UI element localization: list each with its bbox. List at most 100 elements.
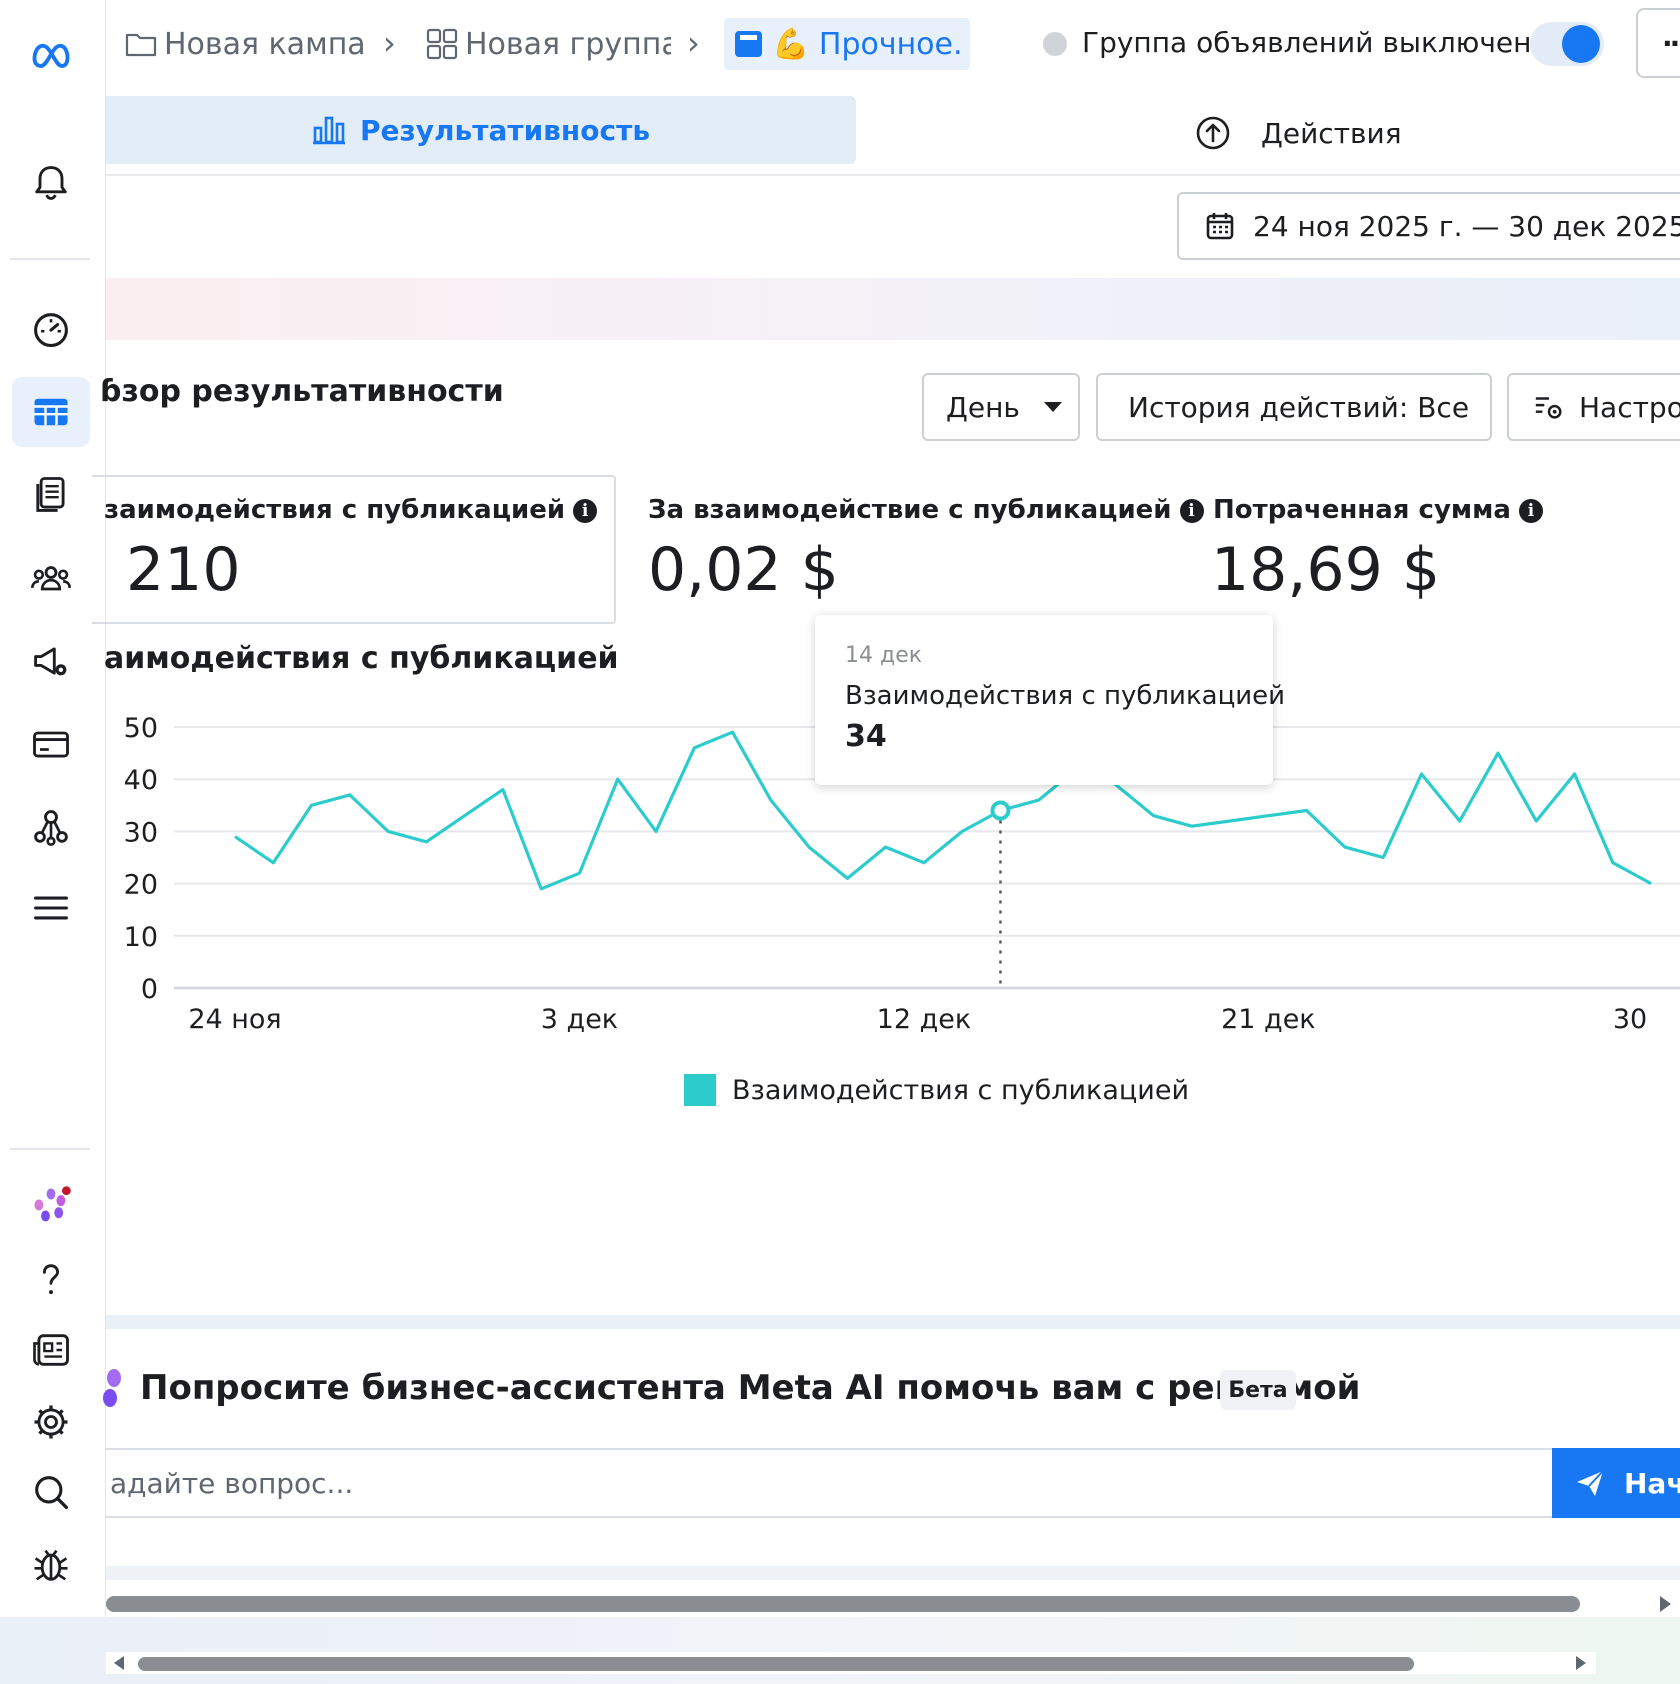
chart-legend[interactable]: Взаимодействия с публикацией <box>684 1073 1189 1107</box>
campaign-megaphone-settings-icon[interactable] <box>12 626 90 696</box>
menu-hamburger-icon[interactable] <box>12 873 90 943</box>
data-point[interactable] <box>1342 844 1348 850</box>
audience-people-icon[interactable] <box>12 543 90 613</box>
left-navigation-rail <box>0 0 106 1617</box>
metric-card-engagements[interactable] <box>92 475 616 624</box>
info-icon[interactable]: i <box>573 499 598 523</box>
dashboard-gauge-icon[interactable] <box>12 294 90 364</box>
data-point[interactable] <box>538 886 544 892</box>
breadcrumb-campaign[interactable]: Новая кампани <box>124 18 366 70</box>
calendar-icon <box>1206 213 1234 240</box>
help-question-icon[interactable] <box>12 1245 90 1315</box>
inner-scrollbar-thumb[interactable] <box>106 1596 1580 1612</box>
toggle-knob <box>1562 25 1600 63</box>
date-range-label: 24 ноя 2025 г. — 30 дек 2025 г. <box>1253 209 1680 243</box>
data-point[interactable] <box>1457 818 1463 824</box>
hover-point[interactable] <box>990 800 1011 821</box>
search-icon[interactable] <box>12 1457 90 1527</box>
scroll-right-arrow-icon[interactable] <box>1660 1596 1671 1612</box>
bar-chart-icon <box>312 116 345 145</box>
meta-ai-flower-icon[interactable] <box>12 1170 90 1240</box>
tab-performance[interactable]: Результативность <box>106 96 856 164</box>
info-icon[interactable]: i <box>1179 499 1204 523</box>
beta-badge: Бета <box>1220 1370 1296 1410</box>
data-point[interactable] <box>1151 813 1157 819</box>
breadcrumb-ad-label: 💪 Прочное. У <box>772 26 970 62</box>
info-icon[interactable]: i <box>1518 499 1543 523</box>
documents-icon[interactable] <box>12 460 90 530</box>
data-point[interactable] <box>232 834 238 840</box>
data-point[interactable] <box>1648 881 1654 887</box>
data-point[interactable] <box>309 802 315 808</box>
data-point[interactable] <box>768 797 774 803</box>
bell-icon[interactable] <box>12 148 90 218</box>
metric-amount-spent-label: Потраченная сумма i <box>1213 495 1543 525</box>
scroll-right-arrow-icon[interactable] <box>1576 1656 1586 1670</box>
ai-assistant-title: Попросите бизнес-ассистента Meta AI помо… <box>140 1368 1361 1408</box>
folder-icon <box>125 33 157 57</box>
data-point[interactable] <box>1418 771 1424 777</box>
bug-report-icon[interactable] <box>12 1530 90 1600</box>
data-point[interactable] <box>1572 771 1578 777</box>
data-point[interactable] <box>462 813 468 819</box>
y-tick-label: 50 <box>124 713 158 744</box>
ai-start-button[interactable]: Нача <box>1552 1448 1680 1518</box>
ai-question-input[interactable]: адайте вопрос... <box>106 1448 1552 1518</box>
data-point[interactable] <box>270 860 276 866</box>
chart-title: аимодействия с публикацией <box>104 641 619 676</box>
period-dropdown[interactable]: День <box>922 373 1080 441</box>
breadcrumb-campaign-label: Новая кампани <box>164 26 366 62</box>
data-point[interactable] <box>730 729 736 735</box>
outer-scrollbar-thumb[interactable] <box>138 1657 1414 1671</box>
upload-circle-icon <box>1196 116 1230 150</box>
data-point[interactable] <box>1304 808 1310 814</box>
data-point[interactable] <box>1380 855 1386 861</box>
metric-cost-per-engagement-label-text: За взаимодействие с публикацией <box>648 495 1172 525</box>
x-tick-label: 24 ноя <box>188 1004 281 1035</box>
data-point[interactable] <box>1495 750 1501 756</box>
x-tick-label: 3 дек <box>541 1004 618 1035</box>
metric-cost-per-engagement-value: 0,02 $ <box>648 535 839 605</box>
data-point[interactable] <box>883 844 889 850</box>
data-point[interactable] <box>844 875 850 881</box>
section-divider-light <box>106 1566 1680 1580</box>
data-point[interactable] <box>500 787 506 793</box>
series-line-engagements[interactable] <box>234 730 1652 891</box>
tab-actions-label: Действия <box>1261 116 1402 150</box>
data-point[interactable] <box>1265 813 1271 819</box>
billing-card-icon[interactable] <box>12 709 90 779</box>
tooltip-date: 14 дек <box>845 643 923 668</box>
data-point[interactable] <box>806 844 812 850</box>
data-point[interactable] <box>1227 818 1233 824</box>
metric-engagements-value: 210 <box>126 535 241 605</box>
data-point[interactable] <box>615 776 621 782</box>
settings-button[interactable]: Настрои <box>1507 373 1680 441</box>
data-point[interactable] <box>653 828 659 834</box>
data-point[interactable] <box>576 870 582 876</box>
data-point[interactable] <box>1036 797 1042 803</box>
meta-logo-icon[interactable] <box>12 20 90 90</box>
business-network-icon[interactable] <box>12 792 90 862</box>
news-feed-icon[interactable] <box>12 1315 90 1385</box>
data-point[interactable] <box>1610 860 1616 866</box>
date-range-picker[interactable]: 24 ноя 2025 г. — 30 дек 2025 г. <box>1177 192 1680 260</box>
ad-group-toggle[interactable] <box>1530 22 1604 66</box>
data-point[interactable] <box>347 792 353 798</box>
data-point[interactable] <box>959 828 965 834</box>
action-history-dropdown[interactable]: История действий: Все <box>1096 373 1492 441</box>
data-point[interactable] <box>921 860 927 866</box>
settings-gear-icon[interactable] <box>12 1387 90 1457</box>
status-indicator-dot <box>1043 32 1067 56</box>
data-point[interactable] <box>1533 818 1539 824</box>
ads-manager-table-icon[interactable] <box>12 377 90 447</box>
x-tick-label: 30 <box>1613 1004 1647 1035</box>
data-point[interactable] <box>1189 823 1195 829</box>
data-point[interactable] <box>423 839 429 845</box>
breadcrumb-ad-group[interactable]: Новая группа с <box>425 18 671 70</box>
breadcrumb-ad[interactable]: 💪 Прочное. У <box>724 18 970 70</box>
tab-actions[interactable]: Действия <box>1195 110 1402 156</box>
scroll-left-arrow-icon[interactable] <box>114 1656 124 1670</box>
data-point[interactable] <box>385 828 391 834</box>
more-options-button[interactable]: ·· <box>1636 8 1680 78</box>
data-point[interactable] <box>691 745 697 751</box>
